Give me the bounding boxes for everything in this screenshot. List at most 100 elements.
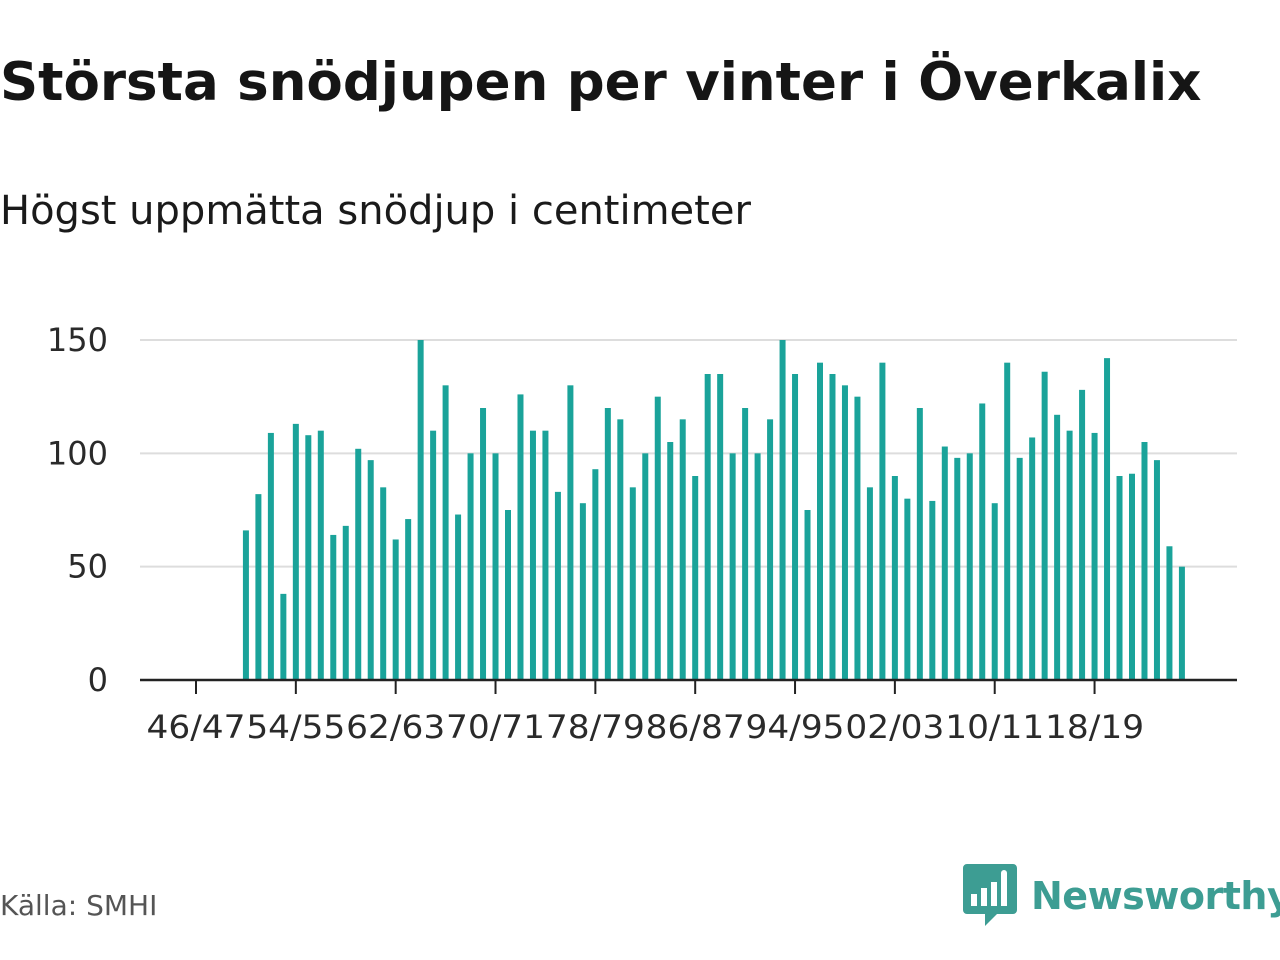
chart-title: Största snödjupen per vinter i Överkalix bbox=[0, 52, 1202, 113]
bar-61/62 bbox=[380, 487, 387, 680]
bar-24/25 bbox=[1166, 546, 1173, 680]
bar-81/82 bbox=[629, 487, 636, 680]
bar-08/09 bbox=[966, 453, 973, 680]
bar-94/95 bbox=[792, 374, 799, 680]
bar-97/98 bbox=[829, 374, 836, 680]
x-tick-label: 78/79 bbox=[546, 708, 645, 746]
bar-22/23 bbox=[1141, 442, 1148, 680]
newsworthy-logo: Newsworthy bbox=[963, 864, 1280, 928]
bar-82/83 bbox=[642, 453, 649, 680]
bar-91/92 bbox=[754, 453, 761, 680]
newsworthy-logo-icon bbox=[963, 864, 1017, 926]
bar-64/65 bbox=[417, 340, 424, 680]
bar-11/12 bbox=[1004, 362, 1011, 680]
bar-02/03 bbox=[891, 476, 898, 680]
bar-70/71 bbox=[492, 453, 499, 680]
y-tick-label: 100 bbox=[47, 434, 108, 472]
bar-68/69 bbox=[467, 453, 474, 680]
bar-16/17 bbox=[1066, 430, 1073, 680]
x-tick-label: 18/19 bbox=[1045, 708, 1144, 746]
bar-09/10 bbox=[979, 403, 986, 680]
x-tick-label: 86/87 bbox=[646, 708, 745, 746]
bar-73/74 bbox=[529, 430, 536, 680]
bar-95/96 bbox=[804, 510, 811, 680]
bar-06/07 bbox=[941, 446, 948, 680]
y-tick-label: 150 bbox=[47, 321, 108, 359]
bar-66/67 bbox=[442, 385, 449, 680]
bar-58/59 bbox=[342, 525, 349, 680]
bar-62/63 bbox=[392, 539, 399, 680]
source-note: Källa: SMHI bbox=[0, 889, 158, 922]
chart-subtitle: Högst uppmätta snödjup i centimeter bbox=[0, 188, 751, 234]
bar-85/86 bbox=[679, 419, 686, 680]
bar-13/14 bbox=[1029, 437, 1036, 680]
x-tick-label: 02/03 bbox=[845, 708, 944, 746]
bar-65/66 bbox=[430, 430, 437, 680]
bar-60/61 bbox=[367, 460, 374, 680]
bar-93/94 bbox=[779, 340, 786, 680]
y-axis-tick-labels: 0 50 100 150 bbox=[47, 321, 108, 699]
bar-14/15 bbox=[1041, 371, 1048, 680]
bar-07/08 bbox=[954, 457, 961, 680]
x-axis bbox=[140, 678, 1237, 694]
bar-90/91 bbox=[742, 408, 749, 680]
bar-69/70 bbox=[480, 408, 487, 680]
bar-00/01 bbox=[866, 487, 873, 680]
bar-18/19 bbox=[1091, 432, 1098, 680]
bar-12/13 bbox=[1016, 457, 1023, 680]
newsworthy-logo-text: Newsworthy bbox=[1031, 874, 1280, 918]
bar-55/56 bbox=[305, 435, 312, 680]
bar-25/26 bbox=[1178, 566, 1185, 680]
bar-99/00 bbox=[854, 396, 861, 680]
bar-10/11 bbox=[991, 503, 998, 680]
y-tick-label: 50 bbox=[67, 548, 108, 586]
bar-56/57 bbox=[317, 430, 324, 680]
bar-89/90 bbox=[729, 453, 736, 680]
y-tick-label: 0 bbox=[88, 661, 108, 699]
bar-54/55 bbox=[292, 423, 299, 680]
bar-67/68 bbox=[455, 514, 462, 680]
bar-77/78 bbox=[579, 503, 586, 680]
x-tick-label: 46/47 bbox=[147, 708, 246, 746]
bar-83/84 bbox=[654, 396, 661, 680]
bar-17/18 bbox=[1079, 389, 1086, 680]
bar-52/53 bbox=[267, 432, 274, 680]
bar-98/99 bbox=[841, 385, 848, 680]
x-tick-label: 62/63 bbox=[346, 708, 445, 746]
bar-75/76 bbox=[554, 491, 561, 680]
bar-21/22 bbox=[1129, 473, 1135, 680]
bar-80/81 bbox=[617, 419, 624, 680]
bar-04/05 bbox=[916, 408, 923, 680]
bar-23/24 bbox=[1153, 460, 1160, 680]
bar-53/54 bbox=[280, 593, 287, 680]
bar-19/20 bbox=[1104, 358, 1111, 680]
bar-chart: 0 50 100 150 46/47 54/55 62/63 70/71 78/79 86/87… bbox=[47, 321, 1237, 746]
bar-79/80 bbox=[604, 408, 611, 680]
bar-50/51 bbox=[242, 530, 249, 680]
bar-88/89 bbox=[717, 374, 724, 680]
bar-76/77 bbox=[567, 385, 574, 680]
bar-72/73 bbox=[517, 394, 524, 680]
bar-03/04 bbox=[904, 498, 911, 680]
bar-59/60 bbox=[355, 448, 362, 680]
bar-92/93 bbox=[767, 419, 774, 680]
bar-74/75 bbox=[542, 430, 549, 680]
bar-96/97 bbox=[817, 362, 823, 680]
bar-05/06 bbox=[929, 500, 936, 680]
bar-63/64 bbox=[405, 519, 412, 680]
bar-51/52 bbox=[255, 494, 262, 680]
x-tick-label: 54/55 bbox=[246, 708, 345, 746]
x-axis-tick-labels: 46/47 54/55 62/63 70/71 78/79 86/87 94/95 02/03… bbox=[147, 708, 1145, 746]
bar-15/16 bbox=[1054, 414, 1061, 680]
bar-84/85 bbox=[667, 442, 674, 680]
bar-86/87 bbox=[692, 476, 699, 680]
x-tick-label: 10/11 bbox=[945, 708, 1044, 746]
bar-57/58 bbox=[330, 534, 337, 680]
bar-20/21 bbox=[1116, 476, 1123, 680]
x-tick-label: 94/95 bbox=[746, 708, 845, 746]
bars bbox=[242, 340, 1185, 680]
bar-01/02 bbox=[879, 362, 886, 680]
x-tick-label: 70/71 bbox=[446, 708, 545, 746]
bar-87/88 bbox=[704, 374, 711, 680]
bar-78/79 bbox=[592, 469, 599, 680]
